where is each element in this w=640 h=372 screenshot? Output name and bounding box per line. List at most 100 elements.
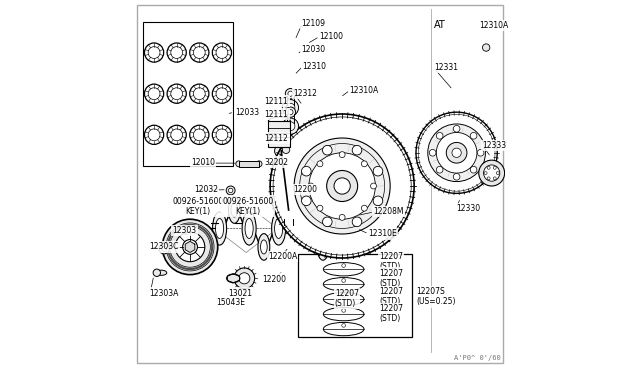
Text: 12033: 12033 (235, 108, 259, 117)
Circle shape (453, 125, 460, 132)
Text: 12111: 12111 (264, 97, 289, 106)
Ellipse shape (333, 218, 342, 238)
Text: 00926-51600
KEY(1): 00926-51600 KEY(1) (173, 197, 224, 216)
Polygon shape (185, 241, 195, 253)
Text: 12312: 12312 (293, 89, 317, 98)
Circle shape (282, 100, 299, 116)
Circle shape (226, 186, 235, 195)
Circle shape (362, 205, 367, 211)
Text: 12111: 12111 (264, 109, 289, 119)
Circle shape (159, 244, 170, 254)
Ellipse shape (317, 234, 329, 260)
Circle shape (342, 309, 346, 312)
Circle shape (323, 145, 332, 155)
Ellipse shape (301, 212, 316, 245)
Ellipse shape (156, 270, 167, 275)
Circle shape (239, 273, 250, 284)
Circle shape (323, 217, 332, 227)
Circle shape (282, 146, 290, 154)
Ellipse shape (256, 161, 262, 167)
Circle shape (285, 89, 296, 99)
Circle shape (484, 165, 500, 181)
Circle shape (362, 161, 367, 167)
Circle shape (189, 125, 209, 144)
Text: 12207
(STD): 12207 (STD) (379, 304, 403, 323)
Bar (298, 254, 412, 337)
Circle shape (288, 91, 293, 96)
Bar (239, 161, 259, 167)
Text: 12207
(STD): 12207 (STD) (379, 269, 403, 288)
Circle shape (212, 84, 232, 103)
Circle shape (286, 122, 295, 131)
Circle shape (270, 114, 414, 258)
Text: 12030: 12030 (301, 45, 326, 54)
Ellipse shape (287, 197, 300, 223)
Circle shape (167, 43, 186, 62)
Ellipse shape (236, 161, 242, 167)
Ellipse shape (228, 197, 240, 223)
Circle shape (301, 196, 311, 206)
Circle shape (496, 171, 499, 174)
Circle shape (342, 294, 346, 297)
Circle shape (212, 125, 232, 144)
Circle shape (452, 148, 461, 157)
Circle shape (436, 132, 443, 139)
Circle shape (429, 150, 436, 156)
Ellipse shape (260, 240, 268, 254)
Circle shape (212, 43, 232, 62)
Text: 15043E: 15043E (216, 298, 245, 307)
Text: 32202: 32202 (264, 157, 289, 167)
Circle shape (282, 118, 299, 134)
Text: 12330: 12330 (456, 203, 481, 213)
Circle shape (189, 84, 209, 103)
Circle shape (145, 43, 164, 62)
Text: 12207
(STD): 12207 (STD) (379, 287, 403, 307)
Circle shape (352, 217, 362, 227)
Text: 12207
(STD): 12207 (STD) (335, 289, 359, 308)
Circle shape (275, 144, 288, 158)
Text: AT: AT (434, 20, 445, 31)
Text: 12200: 12200 (262, 275, 286, 283)
Circle shape (446, 142, 467, 163)
Circle shape (453, 173, 460, 180)
Ellipse shape (216, 218, 223, 238)
Circle shape (342, 279, 346, 282)
Text: 12200A: 12200A (268, 251, 297, 261)
Text: 12200: 12200 (293, 185, 317, 194)
Circle shape (308, 183, 314, 189)
Circle shape (487, 166, 490, 169)
Circle shape (317, 161, 323, 167)
Circle shape (167, 84, 186, 103)
Text: 12303: 12303 (172, 226, 196, 235)
Circle shape (326, 170, 358, 202)
Circle shape (428, 124, 485, 182)
Text: 12310A: 12310A (479, 21, 508, 30)
Text: 12303C: 12303C (149, 243, 179, 251)
Text: 12010: 12010 (191, 157, 215, 167)
Circle shape (145, 84, 164, 103)
Circle shape (288, 110, 293, 115)
Circle shape (145, 125, 164, 144)
Circle shape (182, 240, 197, 254)
Text: 12310: 12310 (302, 61, 326, 71)
Circle shape (285, 107, 296, 117)
Text: 12112: 12112 (264, 134, 289, 142)
Circle shape (371, 183, 376, 189)
Text: 12207
(STD): 12207 (STD) (379, 252, 403, 272)
Circle shape (436, 166, 443, 173)
Circle shape (163, 219, 218, 275)
Circle shape (484, 171, 487, 174)
Ellipse shape (227, 274, 240, 283)
Ellipse shape (231, 203, 237, 217)
Bar (143, 22, 233, 166)
Circle shape (228, 188, 233, 193)
Ellipse shape (242, 212, 256, 245)
Circle shape (493, 166, 496, 169)
Ellipse shape (319, 240, 326, 254)
Circle shape (352, 145, 362, 155)
Circle shape (153, 269, 161, 276)
Ellipse shape (245, 218, 253, 238)
Text: 12333: 12333 (483, 141, 507, 150)
Bar (268, 121, 291, 147)
Text: 12100: 12100 (319, 32, 343, 41)
